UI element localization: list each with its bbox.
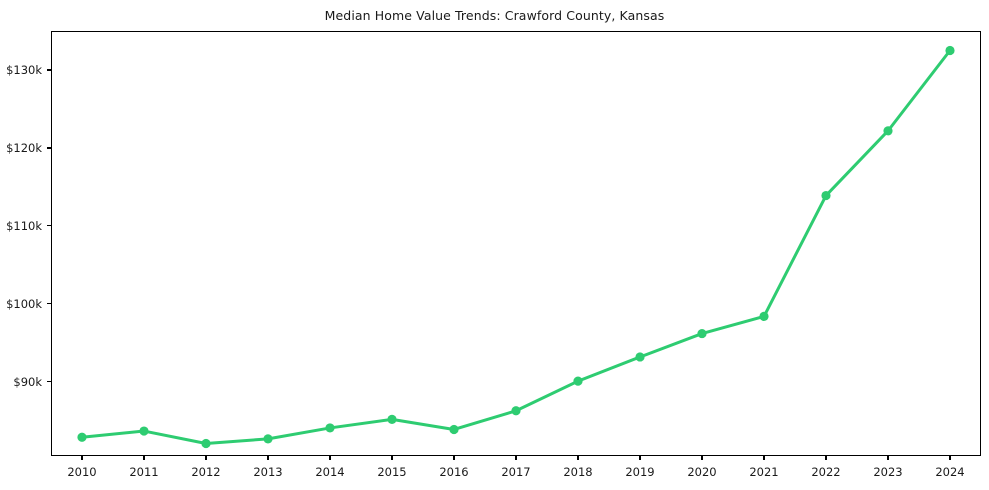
x-axis-label-2016: 2016	[439, 465, 469, 479]
y-tick-mark	[47, 147, 51, 149]
y-axis-label: $120k	[6, 140, 42, 155]
x-axis-label-2014: 2014	[315, 465, 345, 479]
x-tick-mark	[639, 456, 641, 460]
x-axis-label-2017: 2017	[501, 465, 531, 479]
x-axis-label-2021: 2021	[749, 465, 779, 479]
data-point-2012	[201, 438, 211, 449]
x-axis-label-2015: 2015	[377, 465, 407, 479]
x-tick-mark	[949, 456, 951, 460]
x-tick-mark	[81, 456, 83, 460]
y-axis-label: $110k	[6, 218, 42, 233]
x-tick-mark	[205, 456, 207, 460]
data-point-2021	[759, 311, 769, 322]
y-axis-label: $100k	[6, 296, 42, 311]
x-axis-label-2018: 2018	[563, 465, 593, 479]
chart-title: Median Home Value Trends: Crawford Count…	[324, 8, 665, 23]
y-tick-mark	[47, 381, 51, 383]
data-point-2019	[635, 352, 645, 362]
data-line-series-median-home-value	[80, 49, 952, 446]
data-point-2022	[821, 190, 831, 201]
x-tick-mark	[143, 456, 145, 460]
data-point-2018	[573, 376, 583, 386]
x-axis-label-2023: 2023	[873, 465, 903, 479]
x-tick-mark	[453, 456, 455, 460]
y-axis-label: $90k	[13, 374, 42, 389]
x-axis-label-2011: 2011	[129, 465, 159, 479]
x-tick-mark	[391, 456, 393, 460]
data-point-2023	[883, 126, 893, 136]
x-axis-label-2012: 2012	[191, 465, 221, 479]
x-axis-label-2019: 2019	[625, 465, 655, 479]
data-point-2014	[325, 423, 335, 433]
data-point-2013	[263, 434, 273, 444]
x-axis-label-2013: 2013	[253, 465, 283, 479]
plot-area	[51, 31, 981, 456]
x-axis-label-2022: 2022	[811, 465, 841, 479]
x-axis-label-2010: 2010	[67, 465, 97, 479]
x-axis-label-2024: 2024	[935, 465, 965, 479]
x-axis-label-2020: 2020	[687, 465, 717, 479]
x-tick-mark	[887, 456, 889, 460]
y-axis-label: $130k	[6, 62, 42, 77]
x-tick-mark	[701, 456, 703, 460]
x-tick-mark	[329, 456, 331, 460]
y-tick-mark	[47, 69, 51, 71]
x-tick-mark	[763, 456, 765, 460]
y-tick-mark	[47, 303, 51, 305]
data-point-2024	[945, 45, 955, 56]
x-tick-mark	[515, 456, 517, 460]
data-point-2017	[511, 406, 521, 416]
x-tick-mark	[577, 456, 579, 460]
data-point-2020	[697, 328, 707, 339]
x-tick-mark	[825, 456, 827, 460]
data-point-2016	[449, 424, 459, 435]
data-point-2011	[139, 426, 149, 436]
x-tick-mark	[267, 456, 269, 460]
data-point-2010	[77, 432, 87, 442]
y-tick-mark	[47, 225, 51, 227]
data-point-2015	[387, 414, 397, 424]
data-markers-group	[77, 45, 955, 449]
